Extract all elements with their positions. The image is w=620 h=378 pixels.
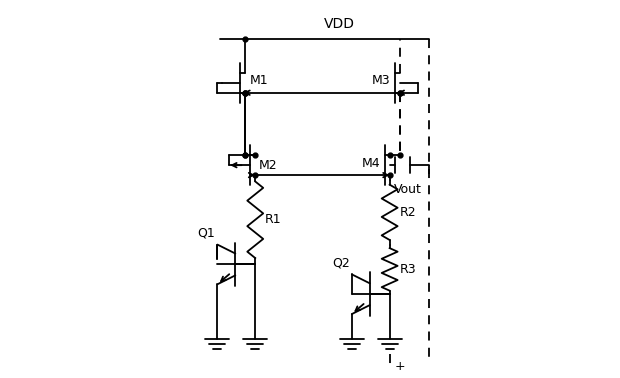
Text: R3: R3 [400, 263, 416, 276]
Text: Q2: Q2 [332, 256, 350, 270]
Text: VDD: VDD [324, 17, 355, 31]
Text: R1: R1 [265, 213, 282, 226]
Text: R2: R2 [400, 206, 416, 219]
Text: Vout: Vout [394, 183, 422, 196]
Text: M4: M4 [362, 157, 381, 170]
Text: M2: M2 [259, 159, 278, 172]
Text: +: + [394, 360, 405, 373]
Text: Q1: Q1 [198, 227, 215, 240]
Text: M3: M3 [372, 74, 391, 87]
Text: M1: M1 [249, 74, 268, 87]
